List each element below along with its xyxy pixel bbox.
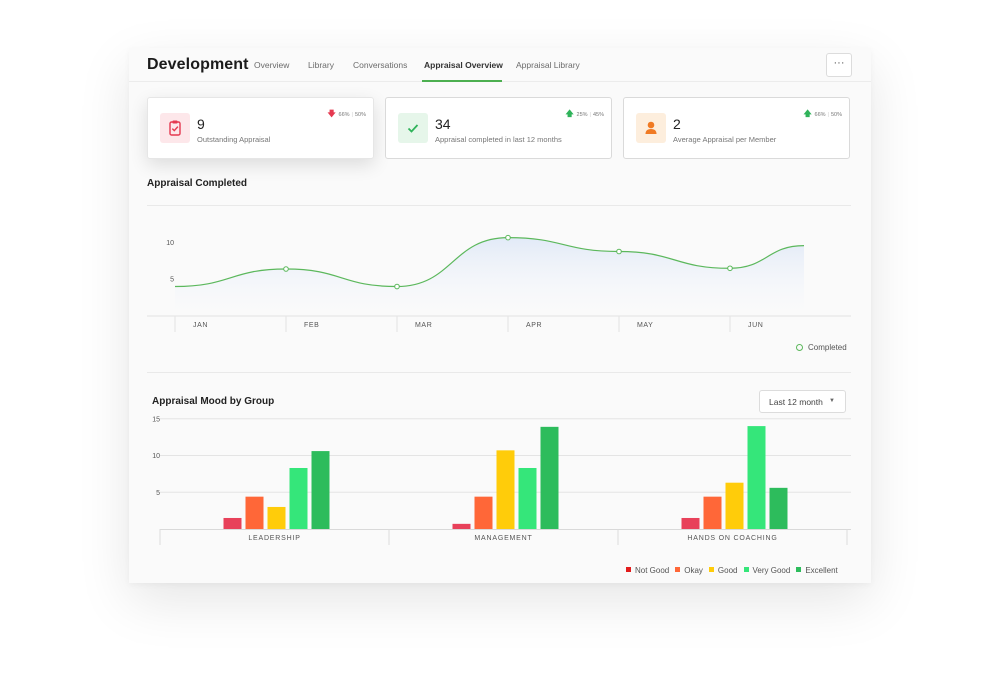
bar-not-good: [223, 517, 242, 529]
kpi-label: Average Appraisal per Member: [673, 135, 777, 144]
kpi-trend: 🡅 25% | 45%: [566, 108, 604, 122]
legend-label: Not Good: [635, 566, 670, 575]
x-tick-label: JAN: [193, 322, 208, 329]
checkmark-icon: [398, 113, 428, 143]
bar-okay: [474, 496, 493, 529]
bar-okay: [703, 496, 722, 529]
legend-item: Excellent: [796, 566, 838, 575]
legend-label: Completed: [808, 343, 847, 352]
legend-item: Not Good: [626, 566, 669, 575]
x-tick-label: MAR: [415, 322, 432, 329]
bar-chart-title: Appraisal Mood by Group: [152, 396, 275, 407]
kpi-card-completed[interactable]: 34 Appraisal completed in last 12 months…: [385, 97, 612, 159]
legend-label: Good: [717, 566, 738, 575]
bar-not-good: [681, 517, 700, 529]
line-chart-title: Appraisal Completed: [147, 178, 248, 189]
kpi-card-average[interactable]: 2 Average Appraisal per Member 🡅 66% | 50%: [623, 97, 850, 159]
x-tick-label: MAY: [637, 322, 653, 329]
legend-item: Very Good: [743, 566, 791, 575]
line-chart-area: [175, 237, 804, 315]
y-tick-label: 10: [152, 453, 160, 460]
legend-swatch: [708, 567, 714, 572]
divider: [147, 205, 851, 206]
kpi-value: 2: [673, 116, 681, 132]
tab-library[interactable]: Library: [308, 60, 334, 70]
legend-swatch: [626, 567, 631, 572]
tab-appraisal-library[interactable]: Appraisal Library: [516, 60, 580, 70]
more-options-button[interactable]: ···: [826, 53, 852, 77]
trend-down-icon: 🡇: [327, 109, 336, 118]
x-tick-label: FEB: [304, 322, 319, 329]
clipboard-check-icon: [160, 113, 190, 143]
y-tick-label: 5: [156, 490, 160, 497]
bar-very-good: [289, 467, 308, 529]
tab-appraisal-overview[interactable]: Appraisal Overview: [424, 60, 503, 70]
legend-item: Good: [708, 566, 738, 575]
legend-label: Okay: [684, 566, 703, 575]
bar-excellent: [540, 426, 559, 529]
y-tick-label: 10: [166, 240, 174, 247]
tab-overview[interactable]: Overview: [254, 60, 290, 70]
bar-good: [725, 482, 744, 529]
legend-label: Excellent: [805, 566, 838, 575]
line-point: [616, 248, 622, 255]
kpi-value: 34: [435, 116, 451, 132]
bar-good: [267, 506, 286, 529]
x-tick-label: MANAGEMENT: [474, 535, 532, 542]
y-tick-label: 15: [152, 416, 160, 423]
trend-up-icon: 🡅: [565, 109, 574, 118]
caret-down-icon: ▼: [829, 398, 835, 404]
divider: [147, 372, 851, 373]
y-tick-label: 5: [170, 277, 174, 284]
bar-not-good: [452, 523, 471, 529]
x-tick-label: HANDS ON COACHING: [687, 535, 777, 542]
bar-good: [496, 450, 515, 529]
kpi-label: Outstanding Appraisal: [197, 135, 271, 144]
line-chart-legend: Completed: [796, 343, 847, 352]
page-title: Development: [147, 56, 249, 73]
bar-excellent: [311, 451, 330, 529]
bar-okay: [245, 496, 264, 529]
person-icon: [636, 113, 666, 143]
legend-swatch: [675, 567, 681, 572]
legend-marker: [796, 344, 803, 351]
x-tick-label: JUN: [748, 322, 763, 329]
legend-label: Very Good: [752, 566, 791, 575]
bar-excellent: [769, 487, 788, 529]
kpi-value: 9: [197, 116, 205, 132]
kpi-label: Appraisal completed in last 12 months: [435, 135, 562, 144]
x-tick-label: LEADERSHIP: [248, 535, 300, 542]
legend-swatch: [743, 567, 749, 572]
kpi-card-outstanding[interactable]: 9 Outstanding Appraisal 🡇 66% | 50%: [147, 97, 374, 159]
kpi-trend: 🡅 66% | 50%: [804, 108, 842, 122]
line-point: [394, 283, 400, 290]
active-tab-indicator: [422, 80, 502, 82]
trend-up-icon: 🡅: [803, 109, 812, 118]
legend-swatch: [796, 567, 802, 572]
bar-chart-legend: Not Good Okay Good Very Good Excellent: [620, 566, 838, 575]
kpi-trend: 🡇 66% | 50%: [328, 108, 366, 122]
legend-item: Okay: [675, 566, 703, 575]
top-navigation: Development Overview Library Conversatio…: [129, 48, 871, 82]
tab-conversations[interactable]: Conversations: [353, 60, 408, 70]
line-point: [283, 266, 289, 272]
line-point: [727, 265, 733, 272]
period-filter-dropdown[interactable]: Last 12 month ▼: [759, 390, 846, 413]
dropdown-value: Last 12 month: [769, 397, 823, 407]
x-tick-label: APR: [526, 322, 542, 329]
bar-very-good: [518, 467, 537, 529]
line-point: [505, 234, 511, 241]
bar-very-good: [747, 426, 766, 529]
